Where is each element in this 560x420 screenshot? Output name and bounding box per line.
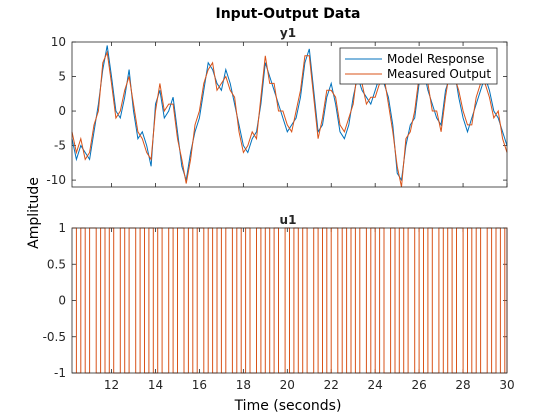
- panel-y1-ytick-label: -10: [46, 173, 66, 187]
- panel-y1-ytick-label: 10: [51, 35, 66, 49]
- panel-y1-series: [71, 45, 508, 188]
- x-tick-label: 18: [236, 378, 251, 392]
- panel-u1-title: u1: [280, 213, 297, 227]
- panel-u1-ytick-label: 0: [58, 294, 66, 308]
- figure-title: Input-Output Data: [216, 6, 361, 22]
- x-tick-label: 14: [148, 378, 163, 392]
- x-tick-label: 24: [368, 378, 383, 392]
- x-tick-label: 26: [411, 378, 426, 392]
- x-tick-label: 16: [192, 378, 207, 392]
- legend-box: [339, 47, 498, 85]
- panel-y1-frame: [71, 41, 508, 188]
- y-axis-label: Amplitude: [26, 177, 42, 249]
- panel-y1-ytick-label: 0: [58, 104, 66, 118]
- panel-u1-frame: [71, 227, 508, 374]
- panel-y1-ytick-label: -5: [54, 139, 66, 153]
- panel-u1-ytick-label: 0.5: [47, 257, 66, 271]
- panel-y1: y1 -10 -5 0 5 10 Model Response Measured Out…: [46, 26, 508, 188]
- x-axis-label: Time (seconds): [234, 398, 342, 414]
- x-tick-label: 12: [104, 378, 119, 392]
- panel-u1-axes: -1 -0.5 0 0.5 1 12 14 16 18 20 22 24 26 28 30: [43, 221, 515, 392]
- series-line-measured-output: [71, 50, 508, 188]
- x-tick-label: 22: [324, 378, 339, 392]
- panel-u1: u1 -1 -0.5 0 0.5 1 12 14 16 18 20 22 24 26 28 30: [43, 213, 515, 392]
- panel-y1-ytick-label: 5: [58, 70, 66, 84]
- panel-u1-ytick-label: 1: [58, 221, 66, 235]
- legend-entry-model: Model Response: [387, 52, 484, 66]
- x-tick-label: 20: [280, 378, 295, 392]
- legend-entry-measured: Measured Output: [387, 67, 491, 81]
- x-tick-label: 30: [499, 378, 514, 392]
- panel-u1-ytick-label: -1: [54, 366, 66, 380]
- x-tick-label: 28: [455, 378, 470, 392]
- panel-y1-title: y1: [280, 26, 296, 40]
- panel-u1-ytick-label: -0.5: [43, 330, 66, 344]
- legend: Model Response Measured Output: [339, 47, 498, 85]
